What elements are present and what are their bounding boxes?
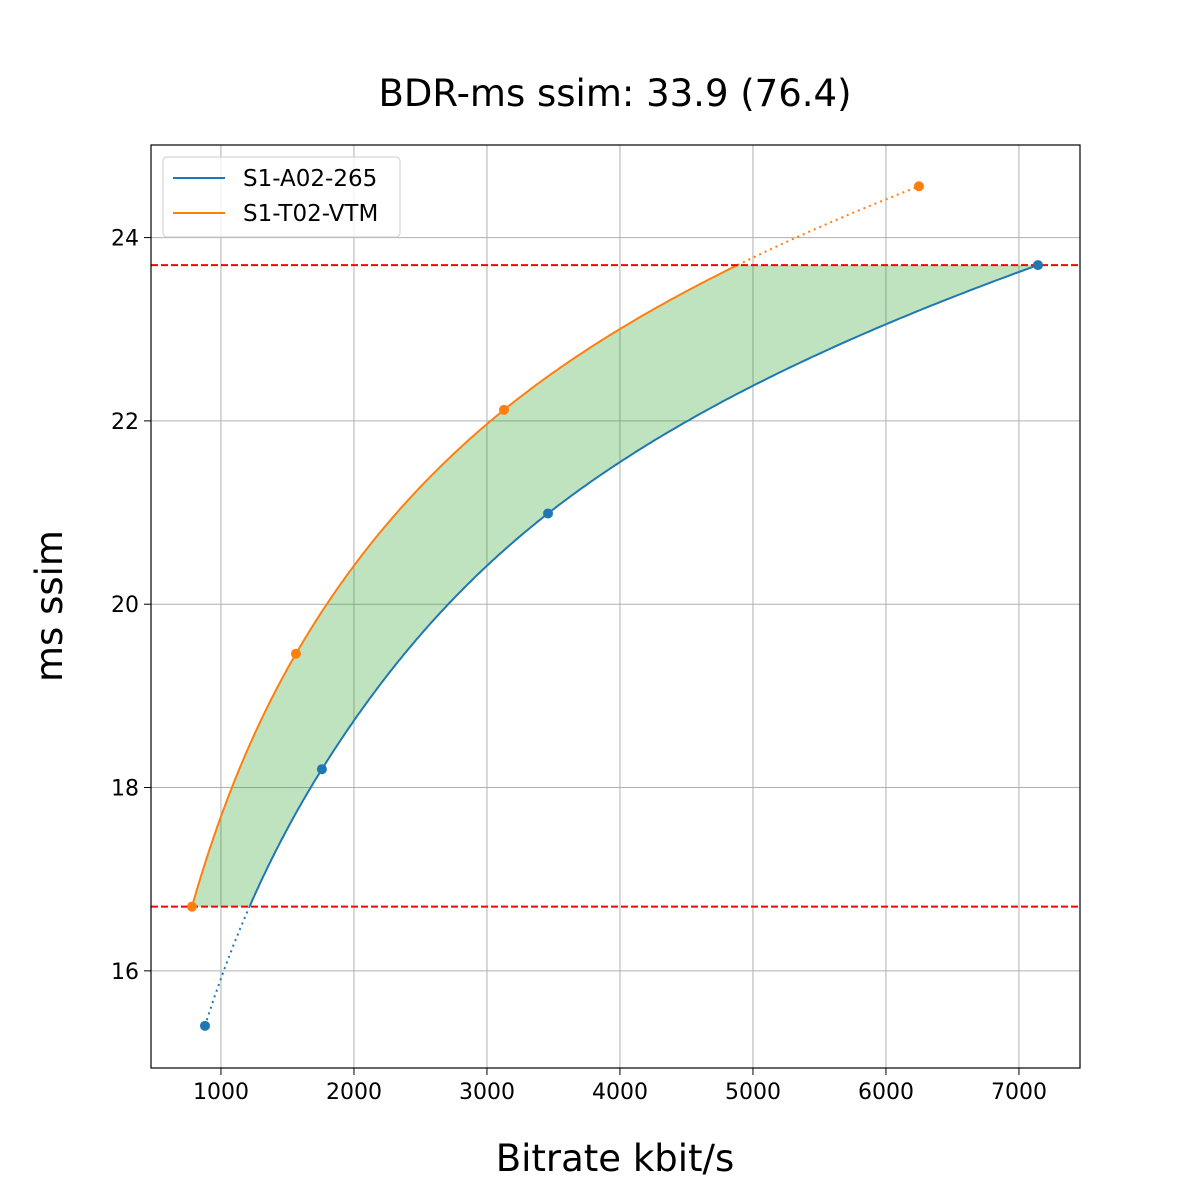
- data-point-s1-a02-265: [543, 508, 554, 519]
- series-line-extrapolated-s1-a02-265: [204, 906, 251, 1027]
- x-tick-label: 3000: [459, 1080, 515, 1105]
- x-tick-label: 6000: [858, 1080, 914, 1105]
- x-axis-label: Bitrate kbit/s: [496, 1137, 735, 1180]
- x-tick-label: 7000: [991, 1080, 1047, 1105]
- x-tick-label: 2000: [326, 1080, 382, 1105]
- grid: [151, 145, 1080, 1068]
- data-point-s1-a02-265: [199, 1020, 210, 1031]
- data-point-s1-t02-vtm: [186, 901, 197, 912]
- data-point-s1-t02-vtm: [498, 404, 509, 415]
- y-tick-label: 16: [111, 960, 139, 985]
- data-point-s1-t02-vtm: [913, 181, 924, 192]
- y-tick-label: 20: [111, 593, 139, 618]
- legend: S1-A02-265 S1-T02-VTM: [162, 156, 401, 238]
- x-tick-label: 1000: [193, 1080, 249, 1105]
- x-tick-label: 4000: [592, 1080, 648, 1105]
- y-tick-label: 18: [111, 777, 139, 802]
- series-line-extrapolated-s1-t02-vtm: [737, 185, 920, 267]
- y-axis-label: ms ssim: [28, 530, 71, 682]
- plot-frame: [150, 144, 1081, 1069]
- overlap-fill: [192, 265, 1038, 907]
- x-tick-label: 5000: [725, 1080, 781, 1105]
- y-tick-label: 22: [111, 410, 139, 435]
- data-points: [186, 181, 1043, 1031]
- legend-label-s1-a02-265: S1-A02-265: [243, 166, 377, 192]
- data-point-s1-t02-vtm: [290, 648, 301, 659]
- y-tick-label: 24: [111, 227, 139, 252]
- ticks: 1000 2000 3000 4000 5000 6000 7000 16 18 20 22 24: [111, 227, 1047, 1105]
- series-line-s1-t02-vtm: [191, 264, 739, 907]
- legend-label-s1-t02-vtm: S1-T02-VTM: [243, 201, 378, 227]
- threshold-lines: [151, 264, 1080, 908]
- data-point-s1-a02-265: [1032, 260, 1043, 271]
- series-lines: [191, 185, 1039, 1027]
- series-line-s1-a02-265: [248, 264, 1039, 908]
- overlap-area: [192, 265, 1038, 907]
- chart-title: BDR-ms ssim: 33.9 (76.4): [378, 72, 851, 115]
- data-point-s1-a02-265: [316, 764, 327, 775]
